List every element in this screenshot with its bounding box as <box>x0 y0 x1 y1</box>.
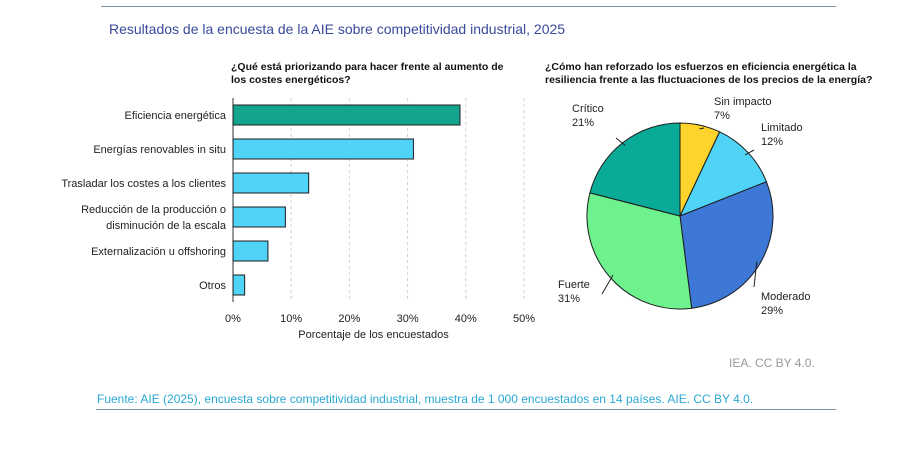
pie-slice <box>679 131 768 217</box>
bar <box>232 104 461 126</box>
pie-value-label: 7% <box>714 110 730 122</box>
pie-slice-label: Fuerte <box>558 279 590 291</box>
bar-chart-title: ¿Qué está priorizando para hacer frente … <box>231 61 504 86</box>
x-tick-label: 10% <box>280 313 302 325</box>
category-label: disminución de la escala <box>106 220 227 232</box>
pie-value-label: 21% <box>572 117 594 129</box>
pie-slice <box>679 181 774 309</box>
pie-chart-title: ¿Cómo han reforzado los esfuerzos en efi… <box>545 61 873 86</box>
bar <box>232 274 246 296</box>
pie-slice-label: Sin impacto <box>714 96 771 108</box>
category-label: Externalización u offshoring <box>91 246 226 258</box>
x-tick-label: 30% <box>397 313 419 325</box>
x-tick-label: 20% <box>338 313 360 325</box>
pie-slice-label: Moderado <box>761 291 811 303</box>
x-tick-label: 40% <box>455 313 477 325</box>
pie-value-label: 29% <box>761 305 783 317</box>
category-label: Trasladar los costes a los clientes <box>61 178 226 190</box>
bar <box>232 138 414 160</box>
pie-leader-line <box>753 261 758 288</box>
x-tick-label: 0% <box>225 313 241 325</box>
category-label: Energías renovables in situ <box>93 144 226 156</box>
bar <box>232 206 286 228</box>
bar <box>232 172 310 194</box>
pie-slice <box>589 122 681 217</box>
source-text: Fuente: AIE (2025), encuesta sobre compe… <box>97 392 754 406</box>
credit-text: IEA. CC BY 4.0. <box>729 356 815 370</box>
pie-leader-line <box>744 149 755 156</box>
pie-leader-line <box>699 127 705 130</box>
page-title: Resultados de la encuesta de la AIE sobr… <box>109 21 566 37</box>
pie-slice <box>586 192 693 310</box>
category-label: Otros <box>199 280 226 292</box>
pie-value-label: 31% <box>558 293 580 305</box>
x-axis-label: Porcentaje de los encuestados <box>298 329 449 341</box>
bar <box>232 240 269 262</box>
pie-value-label: 12% <box>761 136 783 148</box>
bottom-rule <box>96 409 836 410</box>
top-rule <box>101 6 836 7</box>
category-label: Eficiencia energética <box>124 110 226 122</box>
category-label: Reducción de la producción o <box>81 204 226 216</box>
pie-leader-line <box>601 274 614 295</box>
pie-slice-label: Limitado <box>761 122 803 134</box>
x-tick-label: 50% <box>513 313 535 325</box>
pie-leader-line <box>615 137 626 146</box>
pie-slice-label: Crítico <box>572 103 604 115</box>
